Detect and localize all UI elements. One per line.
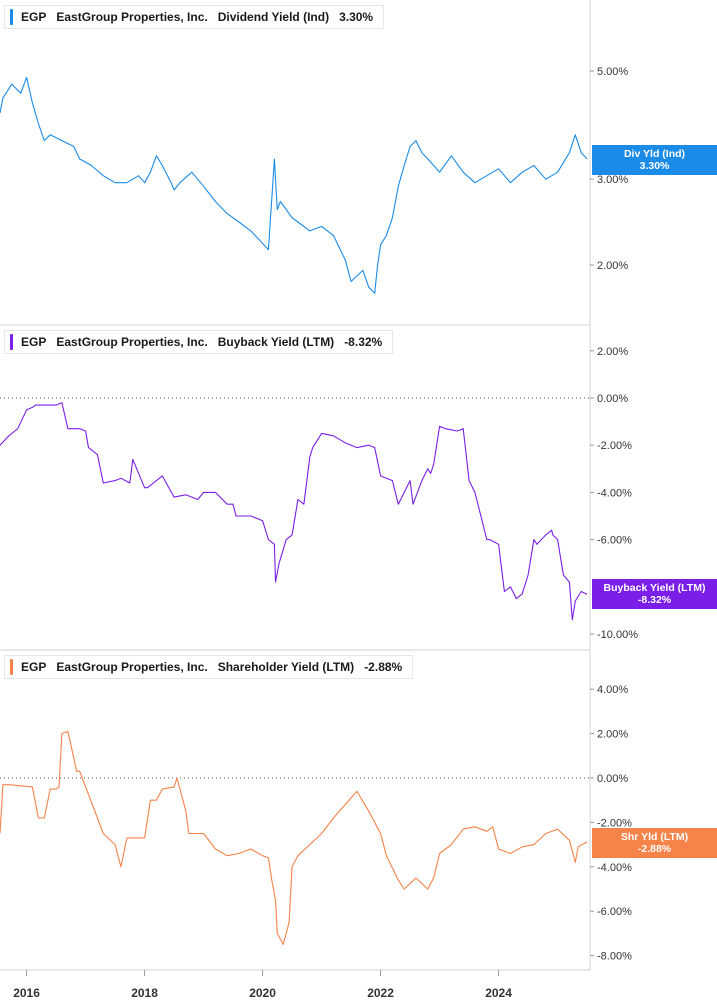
legend-ticker: EGP [21,660,47,674]
y-tick-label: 5.00% [597,66,628,78]
y-tick-label: 2.00% [597,729,628,741]
series-line-1 [0,76,588,294]
y-tick-label: 2.00% [597,346,628,358]
y-tick-label: -10.00% [597,629,638,641]
y-tick-label: 2.00% [597,260,628,272]
tick-layer: 5.00% 3.00% 2.00% 2.00% 0.00% -2.00% -4.00% -6.… [13,66,638,1000]
legend-metric: Shareholder Yield (LTM) [217,660,355,674]
y-tick-label: 0.00% [597,393,628,405]
y-tick-label: 3.00% [597,174,628,186]
y-tick-label: -4.00% [597,487,632,499]
badge-dividend-yield: Div Yld (Ind) 3.30% [592,145,717,175]
legend-value: -2.88% [364,660,403,674]
series-line-2 [0,402,588,621]
legend-metric: Buyback Yield (LTM) [217,335,335,349]
y-tick-label: 4.00% [597,684,628,696]
y-tick-label: -2.00% [597,440,632,452]
x-tick-label: 2020 [249,986,276,1000]
legend-dividend-yield[interactable]: EGP EastGroup Properties, Inc. Dividend … [4,5,385,29]
y-tick-label: -4.00% [597,862,632,874]
y-tick-label: -6.00% [597,535,632,547]
legend-value: -8.32% [344,335,383,349]
line-layer [0,76,588,946]
badge-buyback-yield: Buyback Yield (LTM) -8.32% [592,579,717,609]
legend-company: EastGroup Properties, Inc. [56,660,208,674]
badge-label: Div Yld (Ind) [623,148,686,160]
series-line-3 [0,730,588,946]
legend-shareholder-yield[interactable]: EGP EastGroup Properties, Inc. Sharehold… [4,655,414,679]
badge-shareholder-yield: Shr Yld (LTM) -2.88% [592,828,717,858]
x-tick-label: 2024 [485,986,512,1000]
legend-ticker: EGP [21,10,47,24]
legend-value: 3.30% [339,10,374,24]
legend-company: EastGroup Properties, Inc. [56,10,208,24]
badge-value: 3.30% [639,160,670,172]
badge-label: Shr Yld (LTM) [620,831,689,843]
x-tick-label: 2018 [131,986,158,1000]
legend-swatch [10,334,13,350]
y-tick-label: 0.00% [597,773,628,785]
legend-swatch [10,9,13,25]
y-tick-label: -6.00% [597,906,632,918]
badge-label: Buyback Yield (LTM) [603,582,706,594]
badge-value: -8.32% [637,594,672,606]
grid-layer [0,0,591,971]
legend-swatch [10,659,13,675]
y-tick-label: -2.00% [597,817,632,829]
badge-value: -2.88% [637,843,672,855]
legend-metric: Dividend Yield (Ind) [217,10,330,24]
legend-company: EastGroup Properties, Inc. [56,335,208,349]
legend-buyback-yield[interactable]: EGP EastGroup Properties, Inc. Buyback Y… [4,330,394,354]
legend-ticker: EGP [21,335,47,349]
y-tick-label: -8.00% [597,951,632,963]
x-tick-label: 2022 [367,986,394,1000]
x-tick-label: 2016 [13,986,40,1000]
